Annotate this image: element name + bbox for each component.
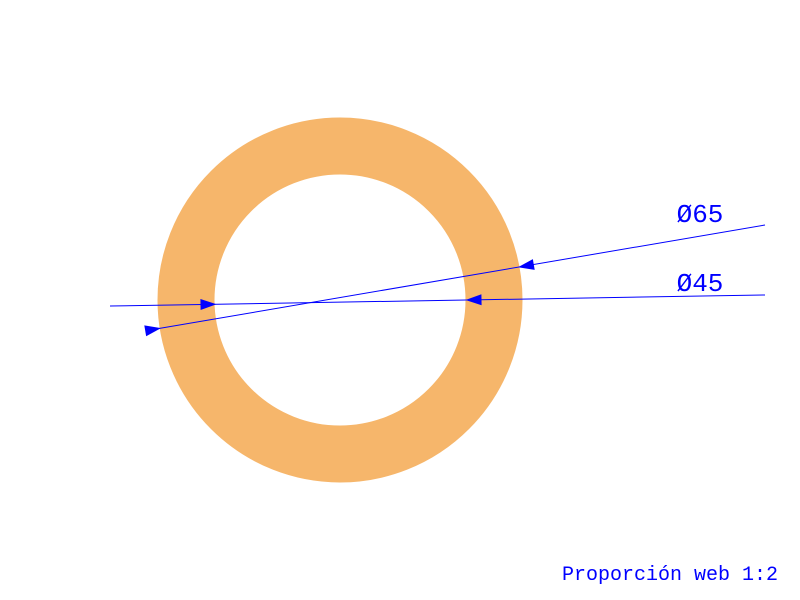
dimension-arrow-outer-a	[144, 325, 161, 336]
footer-caption: Proporción web 1:2	[562, 564, 778, 587]
dimension-label-inner: Ø45	[677, 269, 724, 299]
dimension-label-outer: Ø65	[677, 200, 724, 230]
dimension-arrow-outer-b	[518, 259, 535, 270]
